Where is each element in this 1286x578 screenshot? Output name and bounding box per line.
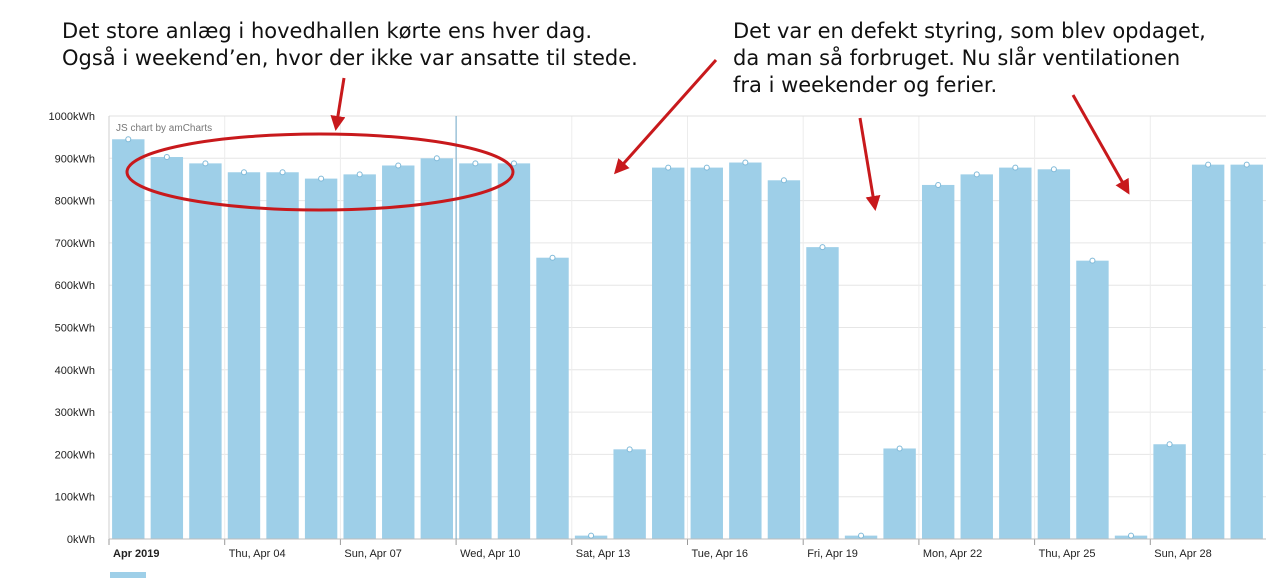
- bar[interactable]: [1191, 164, 1225, 539]
- y-tick-label: 900kWh: [55, 153, 95, 165]
- bar-bullet: [395, 162, 402, 169]
- bar[interactable]: [652, 167, 685, 539]
- bar-bullet: [626, 446, 633, 453]
- bar-bullet: [510, 160, 517, 167]
- bar[interactable]: [729, 162, 762, 539]
- x-tick-label: Sat, Apr 13: [576, 548, 630, 560]
- axis-layer: 0kWh 100kWh 200kWh 300kWh 400kWh 500kWh 600kWh…: [49, 111, 1266, 560]
- x-tick-label: Apr 2019: [113, 548, 159, 560]
- y-tick-label: 0kWh: [67, 534, 95, 546]
- bar-bullet: [1012, 164, 1019, 171]
- bar-bullet: [703, 164, 710, 171]
- x-tick-label: Sun, Apr 07: [344, 548, 402, 560]
- grid-layer: [108, 115, 1266, 540]
- bar[interactable]: [1153, 444, 1186, 539]
- bar[interactable]: [806, 247, 839, 539]
- x-tick-label: Fri, Apr 19: [807, 548, 858, 560]
- x-tick-label: Thu, Apr 25: [1039, 548, 1096, 560]
- annotation-right-line2: da man så forbruget. Nu slår ventilation…: [733, 46, 1181, 70]
- annotation-right: Det var en defekt styring, som blev opda…: [733, 18, 1206, 99]
- bar-bullet: [935, 181, 942, 188]
- annotation-arrow: [330, 77, 346, 131]
- bar[interactable]: [999, 167, 1032, 539]
- bar-bullet: [279, 169, 286, 176]
- overlay-layer: [110, 59, 1130, 578]
- bar[interactable]: [112, 139, 145, 539]
- bar-bullet: [163, 154, 170, 161]
- bar[interactable]: [343, 174, 376, 539]
- chart-credit: JS chart by amCharts: [116, 123, 212, 134]
- y-tick-label: 800kWh: [55, 196, 95, 208]
- bar-bullet: [472, 160, 479, 167]
- y-tick-label: 700kWh: [55, 238, 95, 250]
- bar-bullet: [549, 254, 556, 261]
- annotation-arrow: [1071, 94, 1130, 195]
- bar[interactable]: [1230, 164, 1263, 539]
- bar-bullet: [1166, 441, 1173, 448]
- bar[interactable]: [420, 158, 454, 540]
- bar-bullet: [125, 136, 132, 143]
- bar[interactable]: [960, 174, 993, 539]
- bar[interactable]: [382, 165, 415, 539]
- bar[interactable]: [613, 449, 646, 539]
- bar-bullet: [1050, 166, 1057, 173]
- bar-bullet: [1128, 532, 1135, 539]
- bar[interactable]: [883, 448, 916, 539]
- x-tick-label: Sun, Apr 28: [1154, 548, 1212, 560]
- bar-bullet: [1243, 161, 1250, 168]
- bar-bullet: [896, 445, 903, 452]
- bar-bullet: [780, 177, 787, 184]
- bar[interactable]: [150, 157, 184, 539]
- x-tick-label: Tue, Apr 16: [692, 548, 748, 560]
- annotation-left-line2: Også i weekend’en, hvor der ikke var ans…: [62, 46, 638, 70]
- x-tick-label: Mon, Apr 22: [923, 548, 982, 560]
- annotation-right-line1: Det var en defekt styring, som blev opda…: [733, 19, 1206, 43]
- bar-bullet: [356, 171, 363, 178]
- y-tick-label: 400kWh: [55, 365, 95, 377]
- bar[interactable]: [189, 163, 222, 539]
- bar[interactable]: [536, 257, 569, 539]
- y-tick-label: 200kWh: [55, 449, 95, 461]
- bar[interactable]: [921, 184, 955, 539]
- y-tick-label: 600kWh: [55, 280, 95, 292]
- bar-bullet: [202, 160, 209, 167]
- bar[interactable]: [497, 163, 531, 539]
- highlight-ellipse: [125, 132, 515, 212]
- bar[interactable]: [767, 180, 801, 539]
- bar[interactable]: [266, 172, 299, 539]
- bar-bullet: [858, 532, 865, 539]
- bar-bullet: [433, 155, 440, 162]
- bar-layer: [112, 136, 1263, 540]
- bar-bullet: [742, 159, 749, 166]
- bar-bullet: [819, 244, 826, 251]
- bar-bullet: [1205, 161, 1212, 168]
- annotation-arrow: [858, 117, 881, 211]
- annotation-arrow: [614, 59, 718, 175]
- legend-marker: [110, 572, 146, 578]
- y-tick-label: 300kWh: [55, 407, 95, 419]
- y-tick-label: 500kWh: [55, 323, 95, 335]
- annotation-right-line3: fra i weekender og ferier.: [733, 73, 998, 97]
- x-tick-label: Wed, Apr 10: [460, 548, 520, 560]
- bar-bullet: [240, 169, 247, 176]
- x-tick-label: Thu, Apr 04: [229, 548, 286, 560]
- y-tick-label: 100kWh: [55, 492, 95, 504]
- bar[interactable]: [1037, 169, 1071, 539]
- bar-bullet: [665, 164, 672, 171]
- bar-bullet: [588, 532, 595, 539]
- bar-bullet: [1089, 257, 1096, 264]
- bar-bullet: [973, 171, 980, 178]
- bar[interactable]: [304, 178, 338, 539]
- y-tick-label: 1000kWh: [49, 111, 95, 123]
- bar[interactable]: [690, 167, 723, 539]
- bar[interactable]: [227, 172, 261, 539]
- annotation-left: Det store anlæg i hovedhallen kørte ens …: [62, 18, 638, 72]
- bar[interactable]: [1076, 260, 1109, 539]
- bar-bullet: [318, 175, 325, 182]
- annotation-left-line1: Det store anlæg i hovedhallen kørte ens …: [62, 19, 593, 43]
- bar[interactable]: [459, 163, 492, 539]
